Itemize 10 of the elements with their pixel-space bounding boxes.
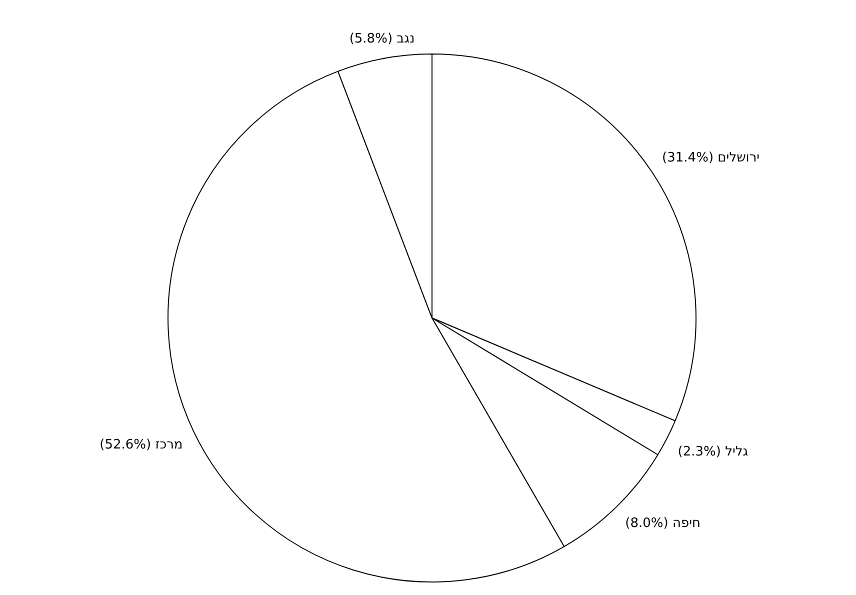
data-label: (2.3%)	[678, 444, 726, 460]
slice-label: מרכז	[155, 438, 183, 453]
slice-label: ירושלים	[718, 150, 760, 166]
data-label: (5.8%)	[349, 32, 397, 47]
slice-label: נגב	[396, 32, 415, 47]
data-label: (52.6%)	[100, 438, 156, 453]
data-label: (8.0%)	[625, 516, 672, 532]
slice-label: חיפה	[672, 516, 701, 532]
slice-label: גליל	[725, 444, 748, 460]
data-label: (31.4%)	[662, 150, 718, 166]
